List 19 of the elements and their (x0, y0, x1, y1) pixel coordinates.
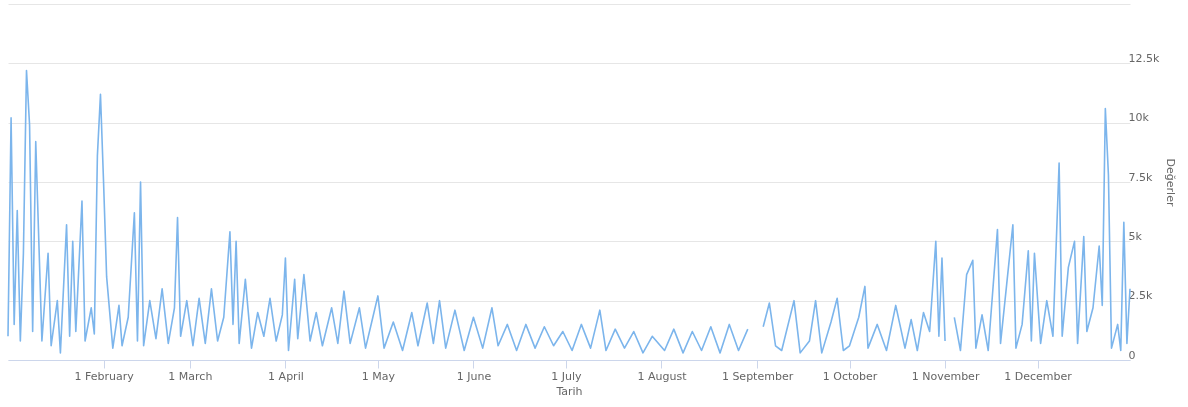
x-tick-label: 1 August (637, 369, 688, 383)
y-axis-title: Değerler (1164, 158, 1178, 207)
x-axis-title: Tarih (555, 384, 583, 398)
x-tick-label: 1 April (268, 369, 304, 383)
y-tick-label: 7.5k (1128, 170, 1153, 184)
y-tick-label: 5k (1128, 229, 1143, 243)
y-tick-label: 0 (1128, 348, 1136, 362)
y-tick-label: 12.5k (1128, 51, 1160, 65)
x-tick-label: 1 October (822, 369, 878, 383)
x-tick-label: 1 March (168, 369, 213, 383)
x-tick-label: 1 July (551, 369, 583, 383)
x-tick-label: 1 June (456, 369, 492, 383)
x-tick-label: 1 November (911, 369, 980, 383)
x-tick-label: 1 February (74, 369, 135, 383)
x-tick-label: 1 December (1004, 369, 1073, 383)
y-tick-label: 2.5k (1128, 289, 1153, 303)
x-tick-label: 1 May (361, 369, 396, 383)
y-tick-label: 10k (1128, 111, 1150, 125)
x-tick-label: 1 September (721, 369, 794, 383)
